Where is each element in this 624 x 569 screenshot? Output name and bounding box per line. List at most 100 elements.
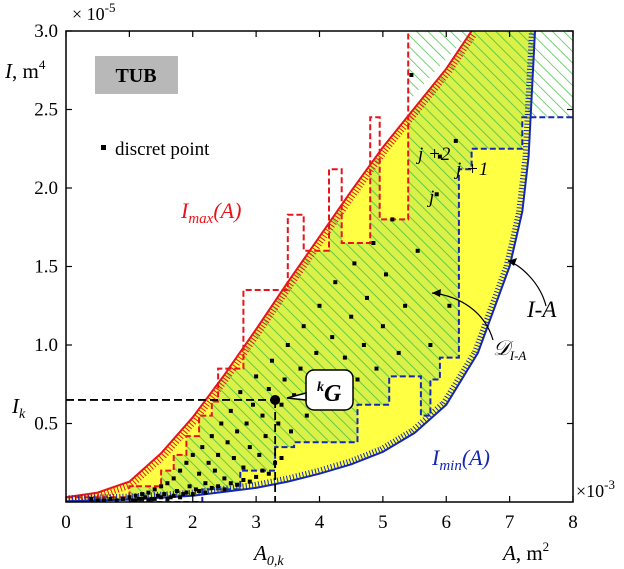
g-label: kG [317,380,342,407]
discrete-point [165,481,170,486]
discrete-point [251,402,255,407]
discrete-point [260,468,265,473]
x-axis-ticks: 0 1 2 3 4 5 6 7 8 [61,31,578,533]
legend-point-label: discret point [115,139,210,160]
discrete-point [254,374,259,379]
discrete-point [178,495,183,500]
discrete-point [235,429,240,434]
discrete-point [380,324,385,329]
discrete-point [206,460,211,465]
j2-label: j +2 [415,144,451,165]
discrete-point [171,476,176,481]
discrete-point [209,485,214,490]
discrete-point [285,343,290,347]
discrete-point [298,366,303,371]
discrete-point [197,489,202,493]
corner-hatch-right [530,31,573,118]
discrete-point [108,496,113,501]
discrete-point [231,456,236,460]
discrete-point [453,138,458,143]
discrete-point [447,303,452,308]
discrete-point [434,192,439,197]
y-tick-label: 1.0 [34,335,58,356]
discrete-point [133,493,138,498]
discrete-point [165,496,170,501]
discrete-point [146,490,151,495]
g-callout-box [305,369,354,411]
ia-label: I-A [526,297,557,322]
discrete-point [247,479,252,484]
y-tick-label: 2.5 [34,100,58,121]
discrete-point [244,421,249,426]
discrete-point [276,421,281,426]
ik-label: Ik [11,394,26,422]
discrete-point [200,445,205,450]
x-multiplier: ×10-3 [576,477,615,501]
discrete-point [260,413,265,418]
discrete-point [228,408,233,413]
discrete-point [270,358,274,363]
x-axis-label: A, m2 [501,539,549,565]
y-axis-ticks: 0.5 1.0 1.5 2.0 2.5 3.0 [34,21,573,435]
discrete-points [89,73,458,502]
discrete-point [282,377,287,382]
discrete-point [159,484,164,489]
discrete-point [365,295,369,300]
discrete-point [95,498,100,502]
discrete-point [197,471,202,476]
point-g-marker [270,394,281,405]
g-callout-pointer [286,392,307,401]
discrete-point [222,487,227,492]
discrete-point [203,490,208,495]
discrete-point [292,393,297,398]
lower-step-boundary [129,116,573,502]
discrete-point [403,303,408,308]
discrete-point [193,487,198,492]
discrete-point [384,272,388,277]
discrete-point [190,452,195,457]
y-tick-label: 1.5 [34,257,58,278]
discrete-point [415,248,420,253]
discrete-point [241,465,246,470]
discrete-point [184,490,189,495]
discrete-point [219,421,224,426]
discrete-point [203,481,208,486]
discrete-point [333,280,338,285]
discrete-point [257,452,262,457]
x-tick-label: 7 [505,512,515,533]
arrow-ia-head [508,258,517,266]
legend-box-label: TUB [115,65,156,87]
discrete-point [241,478,246,482]
upper-step-boundary [66,31,410,499]
discrete-point [159,495,164,500]
x-tick-label: 0 [61,512,71,533]
discrete-point [136,496,141,501]
discrete-point [349,314,354,319]
discrete-point [181,492,186,497]
a0k-label: A0,k [252,541,284,569]
discrete-point [301,324,306,329]
discrete-point [352,261,357,266]
discrete-point [216,452,221,457]
arrow-domain-head [432,289,441,297]
y-axis-label: I, m4 [4,57,46,83]
discrete-point [263,434,268,439]
imin-label: Imin(A) [431,445,490,474]
y-tick-label: 2.0 [34,178,58,199]
discrete-point [396,350,401,355]
discrete-point [225,440,230,445]
discrete-point [222,476,227,481]
j1-label: j +1 [453,159,488,180]
discrete-point [121,496,125,501]
discrete-point [184,460,189,465]
discrete-point [266,387,271,391]
discrete-point [190,492,195,497]
discrete-point [174,489,179,493]
discrete-point [209,434,214,439]
x-tick-label: 1 [125,512,135,533]
discrete-point [304,413,309,418]
x-tick-label: 4 [315,512,325,533]
discrete-point [143,495,148,500]
discrete-point [155,493,160,498]
